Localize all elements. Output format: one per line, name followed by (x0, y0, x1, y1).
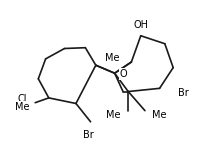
Text: Me: Me (106, 110, 121, 120)
Text: O: O (120, 69, 127, 79)
Text: Br: Br (83, 130, 94, 140)
Text: Me: Me (105, 53, 120, 63)
Text: OH: OH (133, 20, 148, 30)
Text: Me: Me (15, 102, 30, 112)
Text: Me: Me (152, 110, 167, 120)
Text: Cl: Cl (17, 94, 27, 104)
Text: Br: Br (178, 88, 189, 98)
